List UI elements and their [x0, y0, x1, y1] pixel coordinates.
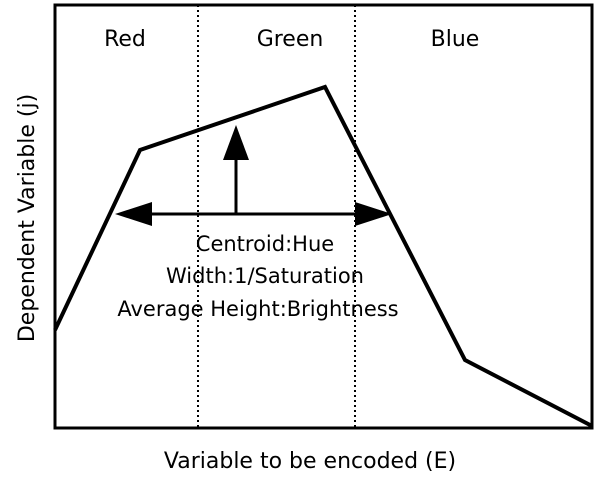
region-label: Green [257, 27, 324, 52]
arrow-head [355, 202, 392, 226]
response-curve [53, 84, 593, 428]
region-label: Blue [431, 27, 480, 52]
region-label: Red [104, 27, 146, 52]
frame [53, 3, 594, 430]
arrow-head [115, 202, 152, 226]
annotation: Average Height:Brightness [117, 297, 398, 321]
annotation: Centroid:Hue [196, 232, 334, 256]
y-axis-label: Dependent Variable (j) [15, 94, 40, 342]
arrow-head [223, 125, 249, 160]
x-axis-label: Variable to be encoded (E) [164, 449, 456, 474]
annotation: Width:1/Saturation [166, 264, 364, 288]
